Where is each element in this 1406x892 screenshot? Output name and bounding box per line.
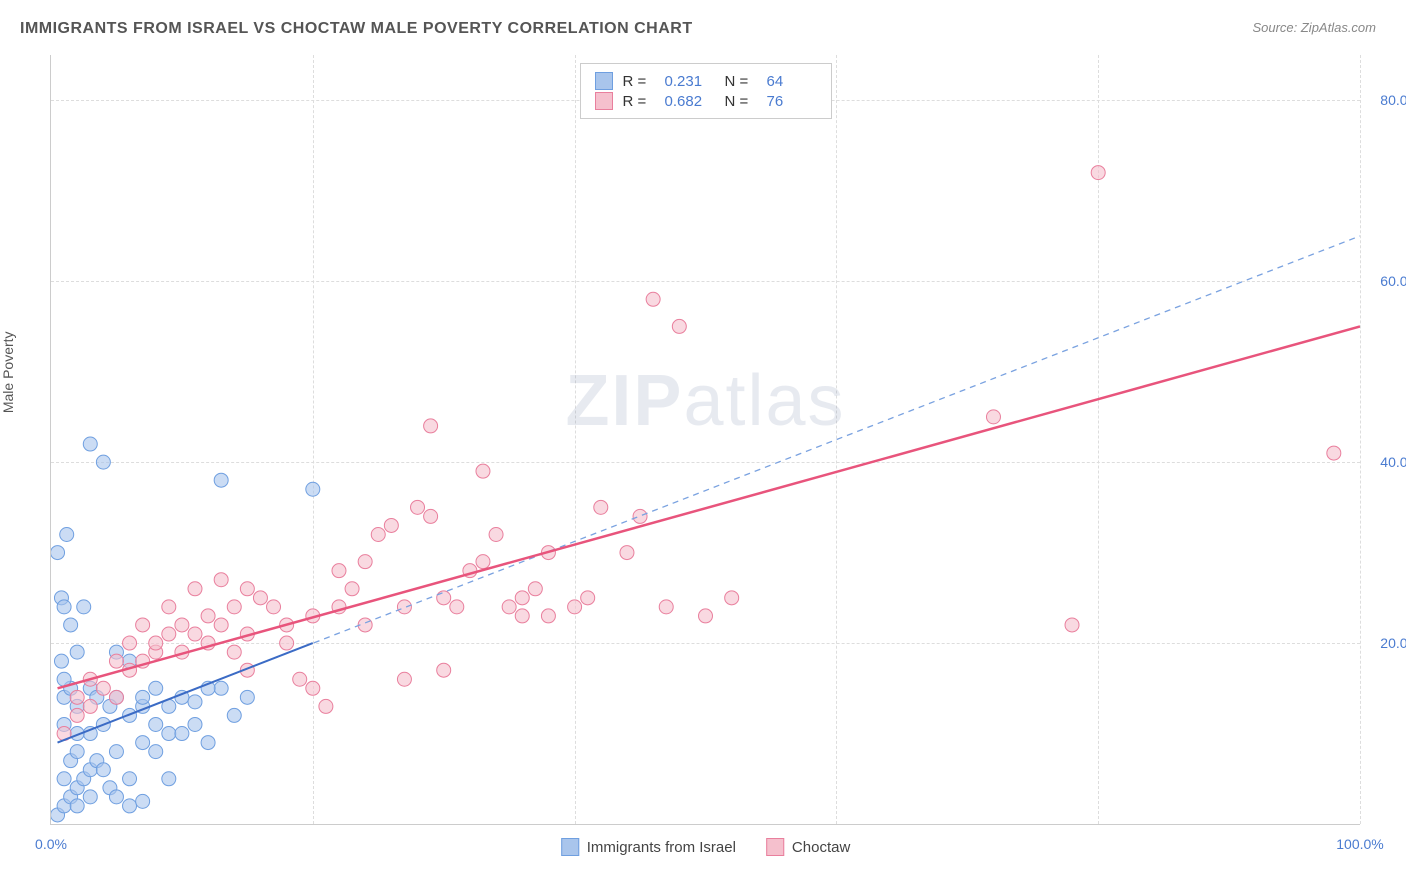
swatch-series2 <box>595 92 613 110</box>
scatter-svg <box>51 55 1360 824</box>
swatch-series2-bottom <box>766 838 784 856</box>
legend-item-2: Choctaw <box>766 838 850 856</box>
legend-r-value-2: 0.682 <box>665 93 715 110</box>
legend-n-value-1: 64 <box>767 73 817 90</box>
y-tick-label: 20.0% <box>1365 635 1406 651</box>
source-credit: Source: ZipAtlas.com <box>1252 20 1376 35</box>
x-tick-label: 100.0% <box>1336 836 1383 852</box>
x-tick-label: 0.0% <box>35 836 67 852</box>
legend-correlation: R = 0.231 N = 64 R = 0.682 N = 76 <box>580 63 832 119</box>
legend-row-series1: R = 0.231 N = 64 <box>595 72 817 90</box>
chart-title: IMMIGRANTS FROM ISRAEL VS CHOCTAW MALE P… <box>20 20 693 38</box>
y-tick-label: 80.0% <box>1365 92 1406 108</box>
source-prefix: Source: <box>1252 20 1300 35</box>
legend-r-label: R = <box>623 93 655 110</box>
legend-n-label: N = <box>725 73 757 90</box>
legend-item-1: Immigrants from Israel <box>561 838 736 856</box>
swatch-series1-bottom <box>561 838 579 856</box>
legend-label-1: Immigrants from Israel <box>587 839 736 856</box>
plot-area: ZIPatlas R = 0.231 N = 64 R = 0.682 N = … <box>50 55 1360 825</box>
legend-n-value-2: 76 <box>767 93 817 110</box>
legend-label-2: Choctaw <box>792 839 850 856</box>
legend-n-label: N = <box>725 93 757 110</box>
y-axis-label: Male Poverty <box>0 331 16 413</box>
swatch-series1 <box>595 72 613 90</box>
legend-row-series2: R = 0.682 N = 76 <box>595 92 817 110</box>
legend-r-label: R = <box>623 73 655 90</box>
source-name: ZipAtlas.com <box>1301 20 1376 35</box>
legend-r-value-1: 0.231 <box>665 73 715 90</box>
legend-series: Immigrants from Israel Choctaw <box>561 838 851 856</box>
y-tick-label: 60.0% <box>1365 273 1406 289</box>
y-tick-label: 40.0% <box>1365 454 1406 470</box>
